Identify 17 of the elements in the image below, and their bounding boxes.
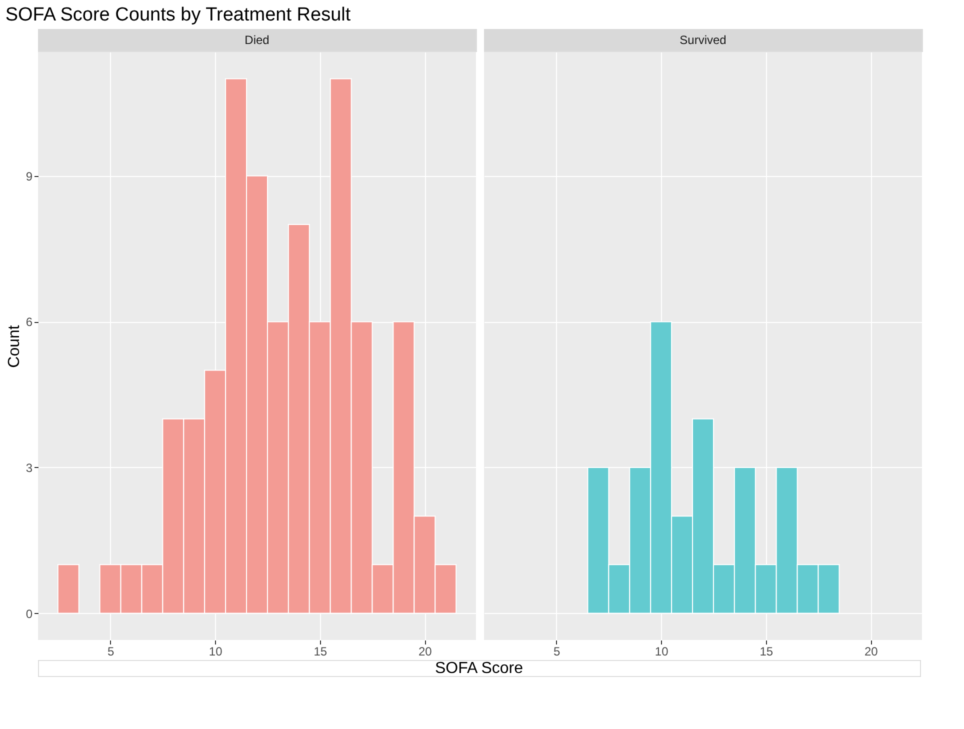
x-tick-label: 10 xyxy=(654,644,669,658)
x-axis-title: SOFA Score xyxy=(434,660,524,677)
x-tick-label: 15 xyxy=(760,644,774,658)
y-tick-label: 9 xyxy=(26,169,33,184)
y-tick-label: 0 xyxy=(26,606,33,621)
x-tick-label: 20 xyxy=(418,644,432,658)
x-tick-label: 15 xyxy=(314,644,328,658)
chart-subtitle: Survived xyxy=(680,33,726,47)
x-tick-label: 20 xyxy=(864,644,878,658)
x-tick-label: 5 xyxy=(107,644,114,658)
x-tick-label: 5 xyxy=(553,644,560,658)
x-tick-label: 10 xyxy=(208,644,223,658)
y-tick-label: 3 xyxy=(26,460,33,475)
chart-subtitle: Died xyxy=(244,33,270,47)
y-axis-title: Count xyxy=(6,324,23,368)
y-tick-label: 6 xyxy=(26,315,33,330)
chart-title: SOFA Score Counts by Treatment Result xyxy=(5,4,352,26)
